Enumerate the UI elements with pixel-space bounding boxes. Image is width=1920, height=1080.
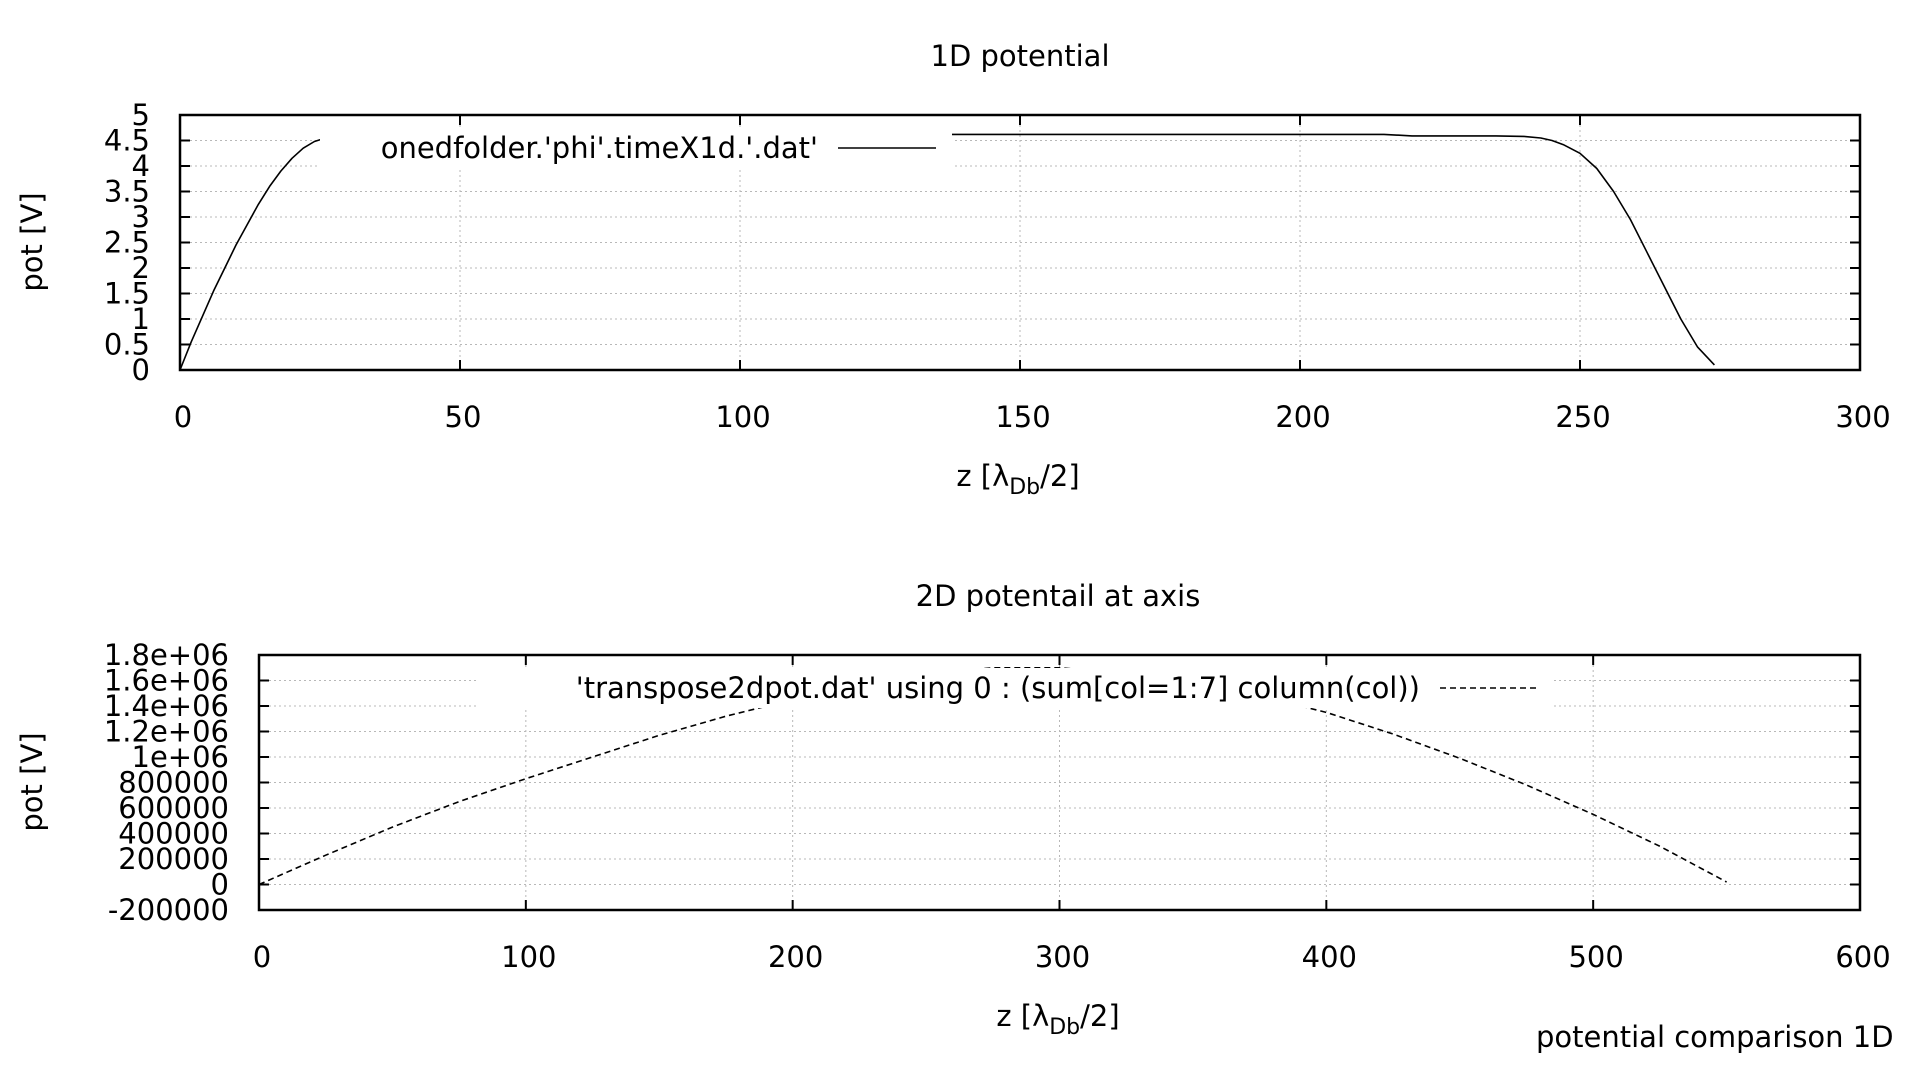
y-tick-label: 0.5 (104, 328, 150, 362)
x-tick-label: 0 (253, 940, 271, 974)
y-tick-label: 4 (132, 149, 150, 183)
chart-1d-xlabel-sub: Db (1009, 475, 1040, 500)
chart-1d-xlabel: z [λDb/2] (956, 459, 1079, 500)
y-tick-label: 1e+06 (132, 740, 230, 774)
y-tick-label: 1.2e+06 (104, 715, 229, 749)
chart-2d-xlabel: z [λDb/2] (996, 999, 1119, 1040)
chart-2d-plot (258, 666, 1727, 886)
y-tick-label: 1.6e+06 (104, 664, 229, 698)
chart-2d-xlabel-sub: Db (1049, 1015, 1080, 1040)
chart-1d-title: 1D potential (931, 39, 1110, 73)
x-tick-label: 50 (445, 400, 482, 434)
x-tick-label: 100 (715, 400, 770, 434)
x-tick-label: 250 (1555, 400, 1610, 434)
chart-1d-potential: 1D potential 00.511.522.533.544.55 0 50 10… (15, 39, 1891, 500)
chart-2d-legend-box (478, 668, 1554, 708)
chart-1d-y-ticks: 00.511.522.533.544.55 (104, 98, 1860, 387)
chart-2d-legend: 'transpose2dpot.dat' using 0 : (sum[col=… (478, 668, 1554, 708)
chart-2d-ylabel: pot [V] (15, 732, 49, 831)
chart-1d-xlabel-suffix: /2] (1040, 459, 1080, 493)
y-tick-label: 3.5 (104, 175, 150, 209)
y-tick-label: 0 (132, 353, 150, 387)
y-tick-label: 4.5 (104, 124, 150, 158)
y-tick-label: 1.5 (104, 277, 150, 311)
y-tick-label: 1.4e+06 (104, 689, 229, 723)
y-tick-label: 0 (211, 868, 229, 902)
chart-2d-title: 2D potentail at axis (916, 579, 1201, 613)
x-tick-label: 300 (1035, 940, 1090, 974)
footer-caption: potential comparison 1D (1536, 1020, 1894, 1054)
x-tick-label: 400 (1302, 940, 1357, 974)
x-tick-label: 600 (1835, 940, 1890, 974)
x-tick-label: 100 (501, 940, 556, 974)
chart-1d-ylabel: pot [V] (15, 192, 49, 291)
y-tick-label: 200000 (118, 842, 229, 876)
chart-2d-potential: 2D potentail at axis -200000020000040000… (15, 579, 1891, 1040)
series-line (258, 666, 1727, 886)
y-tick-label: 1.8e+06 (104, 638, 229, 672)
x-tick-label: 0 (174, 400, 192, 434)
chart-1d-legend: onedfolder.'phi'.timeX1d.'.dat' (320, 128, 952, 168)
y-tick-label: 1 (132, 302, 150, 336)
y-tick-label: 2 (132, 251, 150, 285)
y-tick-label: -200000 (108, 893, 229, 927)
x-tick-label: 150 (995, 400, 1050, 434)
chart-2d-x-ticks: 0 100 200 300 400 500 600 (253, 655, 1891, 974)
chart-2d-xlabel-main: z [λ (996, 999, 1049, 1033)
y-tick-label: 3 (132, 200, 150, 234)
y-tick-label: 800000 (118, 766, 229, 800)
y-tick-label: 5 (132, 98, 150, 132)
chart-1d-legend-label: onedfolder.'phi'.timeX1d.'.dat' (381, 131, 818, 165)
y-tick-label: 600000 (118, 791, 229, 825)
chart-1d-x-ticks: 0 50 100 150 200 250 300 (174, 115, 1891, 434)
chart-1d-xlabel-main: z [λ (956, 459, 1009, 493)
x-tick-label: 200 (768, 940, 823, 974)
x-tick-label: 300 (1835, 400, 1890, 434)
chart-2d-xlabel-suffix: /2] (1080, 999, 1120, 1033)
chart-2d-y-ticks: -20000002000004000006000008000001e+061.2… (104, 638, 1860, 927)
y-tick-label: 2.5 (104, 226, 150, 260)
chart-2d-legend-label: 'transpose2dpot.dat' using 0 : (sum[col=… (576, 671, 1420, 705)
x-tick-label: 500 (1568, 940, 1623, 974)
y-tick-label: 400000 (118, 817, 229, 851)
x-tick-label: 200 (1275, 400, 1330, 434)
